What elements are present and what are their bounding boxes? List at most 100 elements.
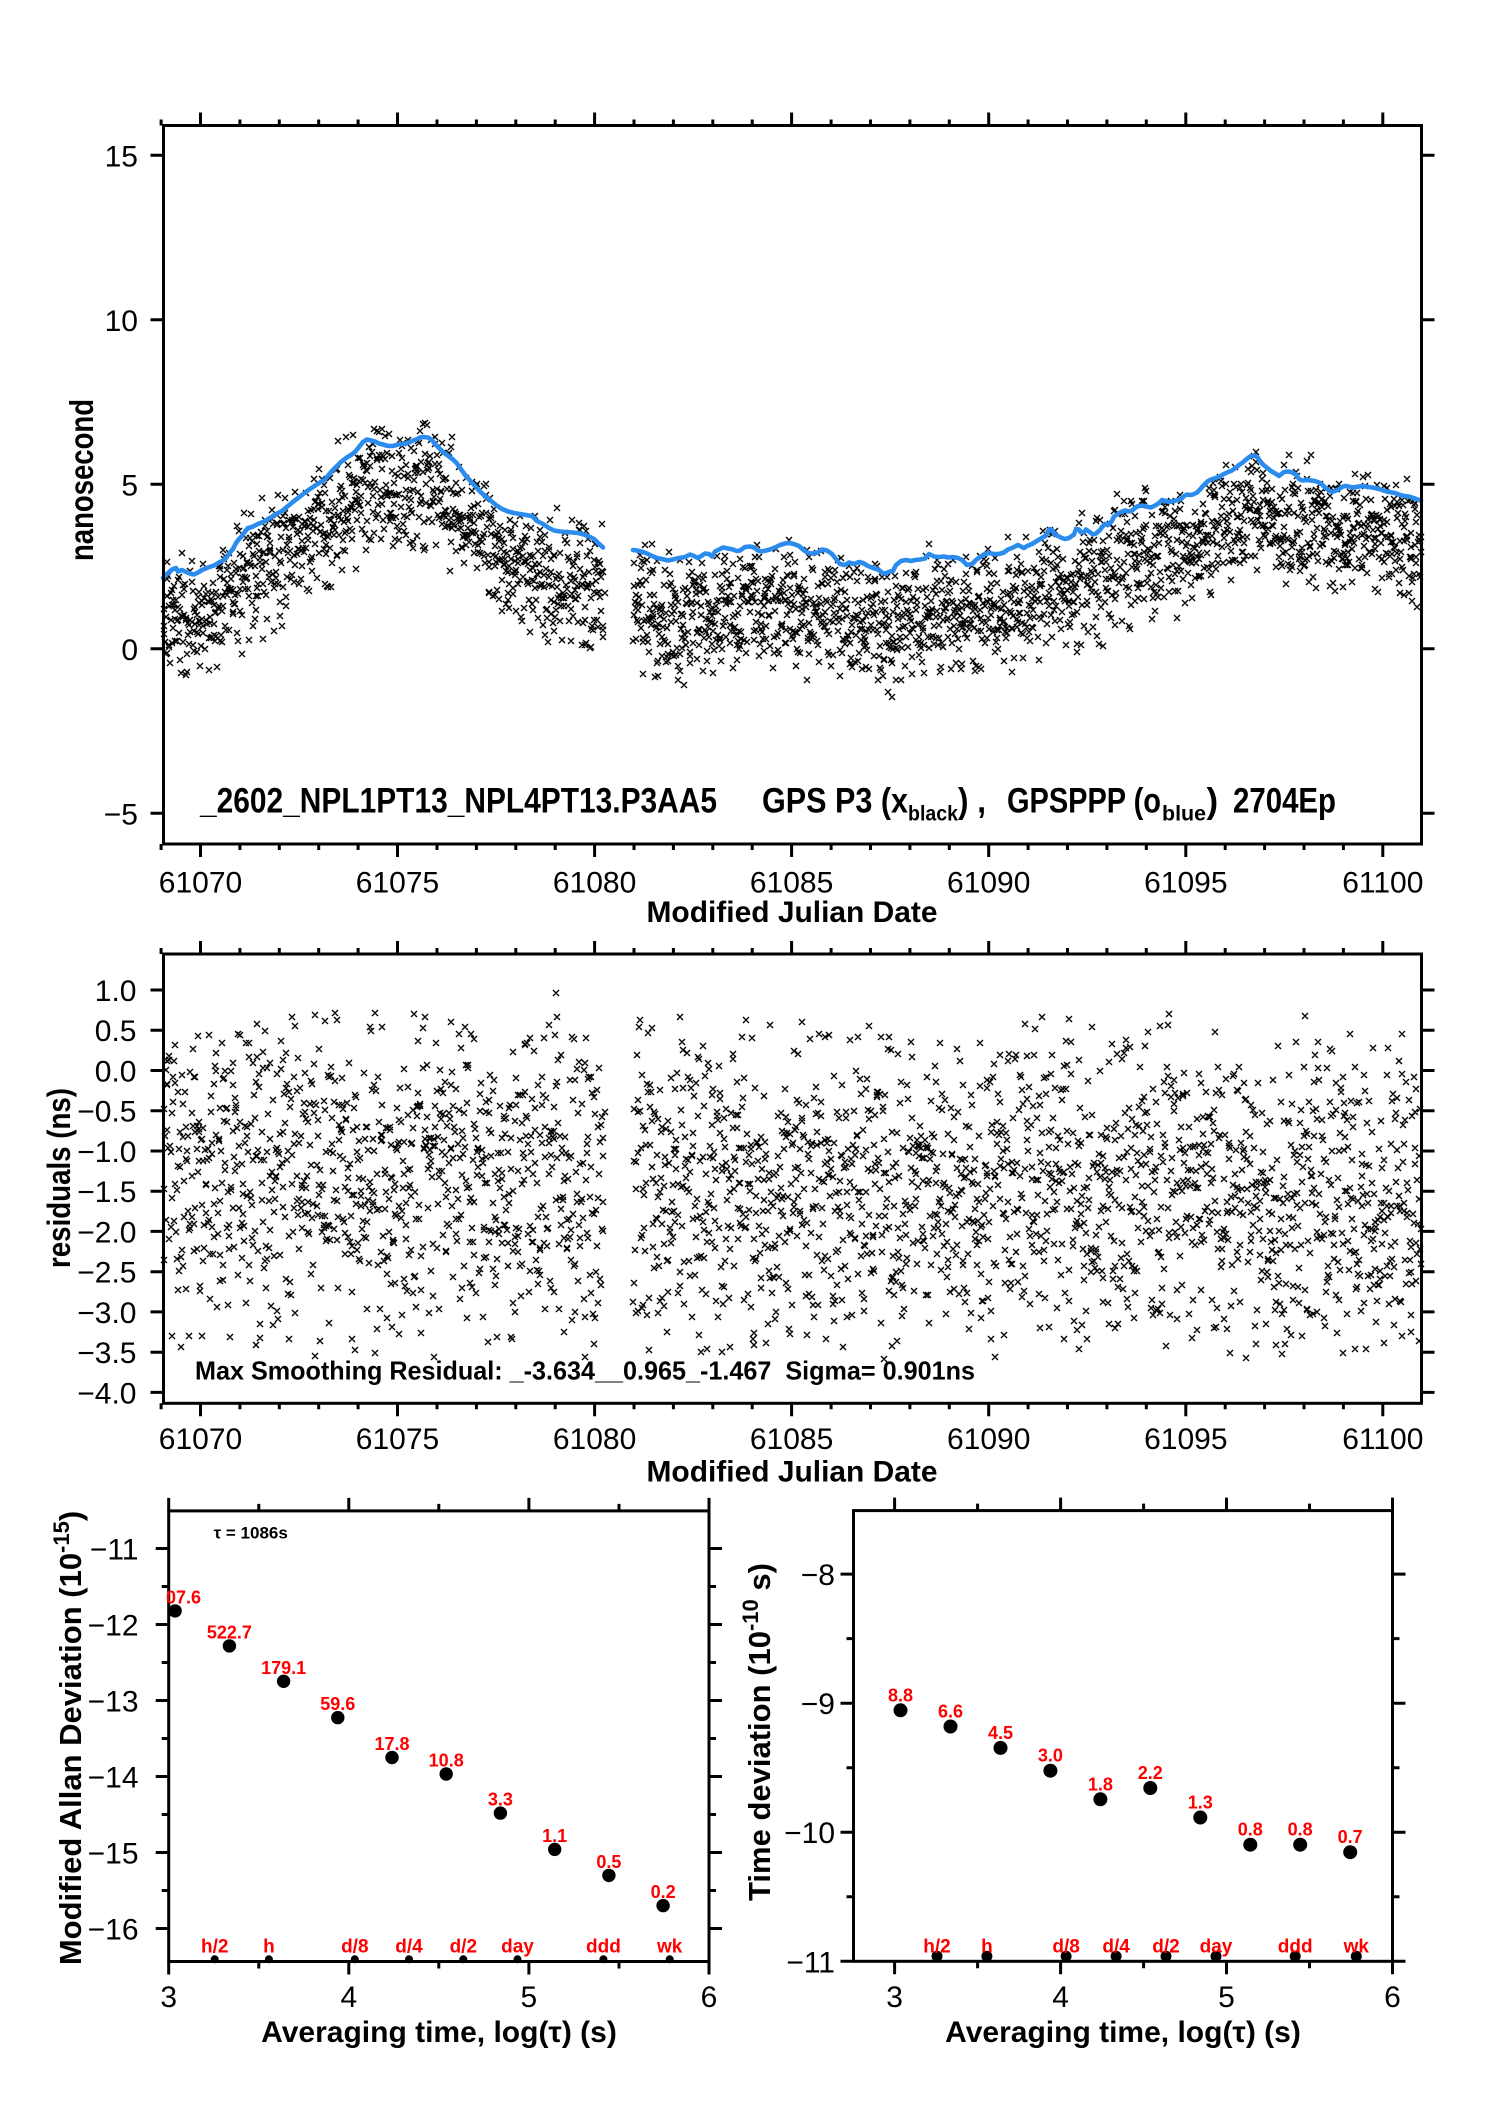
svg-text:d/2: d/2	[450, 1937, 477, 1958]
svg-text:5: 5	[1218, 1981, 1235, 2014]
svg-text:61080: 61080	[553, 1423, 636, 1456]
svg-text:3: 3	[886, 1981, 903, 2014]
svg-text:4: 4	[340, 1981, 357, 2014]
svg-text:Max Smoothing Residual: _-3.63: Max Smoothing Residual: _-3.634__0.965_-…	[195, 1356, 975, 1386]
svg-text:61080: 61080	[553, 866, 636, 899]
svg-text:61090: 61090	[947, 1423, 1030, 1456]
svg-text:0.0: 0.0	[95, 1056, 137, 1089]
svg-text:5: 5	[521, 1981, 538, 2014]
svg-text:wk: wk	[1343, 1937, 1370, 1958]
svg-text:−2.0: −2.0	[77, 1216, 136, 1249]
svg-text:2.2: 2.2	[1138, 1763, 1163, 1783]
svg-text:h/2: h/2	[923, 1937, 950, 1958]
svg-text:−8: −8	[801, 1559, 835, 1592]
svg-text:61095: 61095	[1144, 1423, 1227, 1456]
svg-text:−5: −5	[104, 798, 138, 831]
svg-text:6: 6	[1384, 1981, 1401, 2014]
svg-text:d/8: d/8	[341, 1937, 368, 1958]
svg-text:d/8: d/8	[1052, 1937, 1079, 1958]
svg-text:h/2: h/2	[201, 1937, 228, 1958]
svg-text:−0.5: −0.5	[77, 1096, 136, 1129]
svg-text:day: day	[1200, 1937, 1233, 1958]
svg-text:59.6: 59.6	[320, 1694, 355, 1714]
svg-text:): )	[1207, 782, 1219, 821]
svg-text:4.5: 4.5	[988, 1723, 1013, 1743]
svg-text:5: 5	[121, 469, 138, 502]
svg-text:3: 3	[160, 1981, 177, 2014]
svg-text:179.1: 179.1	[261, 1658, 306, 1678]
svg-text:4: 4	[1052, 1981, 1069, 2014]
svg-text:2704Ep: 2704Ep	[1233, 782, 1336, 821]
svg-text:0.8: 0.8	[1238, 1820, 1263, 1840]
svg-text:61090: 61090	[947, 866, 1030, 899]
svg-text:3.0: 3.0	[1038, 1746, 1063, 1766]
svg-text:−13: −13	[88, 1686, 139, 1719]
svg-text:−15: −15	[88, 1838, 139, 1871]
svg-text:−1.5: −1.5	[77, 1176, 136, 1209]
svg-text:0.5: 0.5	[596, 1852, 621, 1872]
svg-text:61095: 61095	[1144, 866, 1227, 899]
svg-text:Modified Allan Deviation (10-1: Modified Allan Deviation (10-15)	[49, 1511, 88, 1965]
svg-text:h: h	[981, 1937, 993, 1958]
svg-text:61075: 61075	[356, 866, 439, 899]
svg-text:wk: wk	[656, 1937, 683, 1958]
svg-text:d/4: d/4	[395, 1937, 423, 1958]
svg-text:1.0: 1.0	[95, 975, 137, 1008]
svg-text:−14: −14	[88, 1762, 139, 1795]
svg-text:61100: 61100	[1342, 1423, 1423, 1456]
svg-text:0.8: 0.8	[1288, 1820, 1313, 1840]
svg-text:61070: 61070	[159, 866, 242, 899]
svg-text:d/2: d/2	[1152, 1937, 1179, 1958]
svg-text:07.6: 07.6	[166, 1587, 201, 1607]
svg-text:0.5: 0.5	[95, 1015, 137, 1048]
svg-text:61085: 61085	[750, 866, 833, 899]
svg-text:GPS P3 (x: GPS P3 (x	[762, 782, 908, 821]
svg-text:nanosecond: nanosecond	[63, 399, 100, 561]
svg-text:1.8: 1.8	[1088, 1774, 1113, 1794]
svg-text:−16: −16	[88, 1914, 139, 1947]
svg-text:15: 15	[105, 140, 138, 173]
svg-text:_2602_NPL1PT13_NPL4PT13.P3AA5: _2602_NPL1PT13_NPL4PT13.P3AA5	[199, 782, 717, 821]
svg-text:−1.0: −1.0	[77, 1136, 136, 1169]
svg-text:17.8: 17.8	[374, 1734, 409, 1754]
svg-text:10: 10	[105, 305, 138, 338]
svg-text:1.3: 1.3	[1188, 1793, 1213, 1813]
svg-text:day: day	[501, 1937, 534, 1958]
svg-text:−12: −12	[88, 1610, 139, 1643]
svg-text:−11: −11	[90, 1534, 139, 1567]
svg-text:6.6: 6.6	[938, 1702, 963, 1722]
svg-text:Averaging time, log(τ) (s): Averaging time, log(τ) (s)	[261, 2016, 617, 2049]
svg-text:−10: −10	[784, 1817, 835, 1850]
svg-text:10.8: 10.8	[429, 1751, 464, 1771]
svg-text:Averaging time, log(τ) (s): Averaging time, log(τ) (s)	[945, 2016, 1301, 2049]
svg-text:61100: 61100	[1342, 866, 1423, 899]
svg-text:d/4: d/4	[1102, 1937, 1130, 1958]
svg-text:0: 0	[121, 634, 138, 667]
svg-text:0.7: 0.7	[1338, 1827, 1363, 1847]
svg-text:−2.5: −2.5	[77, 1257, 136, 1290]
svg-text:τ = 1086s: τ = 1086s	[214, 1524, 288, 1543]
svg-text:ddd: ddd	[1278, 1937, 1313, 1958]
svg-text:Modified Julian Date: Modified Julian Date	[647, 896, 938, 929]
svg-text:61075: 61075	[356, 1423, 439, 1456]
svg-text:Modified Julian Date: Modified Julian Date	[647, 1456, 938, 1489]
svg-text:8.8: 8.8	[888, 1685, 913, 1705]
svg-text:61070: 61070	[159, 1423, 242, 1456]
svg-text:1.1: 1.1	[542, 1826, 567, 1846]
svg-text:) ,: ) ,	[958, 782, 986, 821]
svg-text:522.7: 522.7	[207, 1622, 252, 1642]
svg-text:black: black	[908, 803, 958, 826]
svg-text:GPSPPP (o: GPSPPP (o	[1007, 782, 1161, 821]
svg-text:−3.5: −3.5	[77, 1337, 136, 1370]
svg-text:−11: −11	[786, 1946, 835, 1979]
svg-text:6: 6	[701, 1981, 718, 2014]
svg-text:61085: 61085	[750, 1423, 833, 1456]
svg-text:ddd: ddd	[586, 1937, 621, 1958]
svg-text:blue: blue	[1162, 803, 1206, 826]
svg-text:residuals (ns): residuals (ns)	[41, 1088, 77, 1268]
svg-text:−4.0: −4.0	[77, 1377, 136, 1410]
svg-text:−3.0: −3.0	[77, 1297, 136, 1330]
svg-text:h: h	[263, 1937, 275, 1958]
svg-text:−9: −9	[801, 1688, 835, 1721]
svg-text:3.3: 3.3	[488, 1790, 513, 1810]
